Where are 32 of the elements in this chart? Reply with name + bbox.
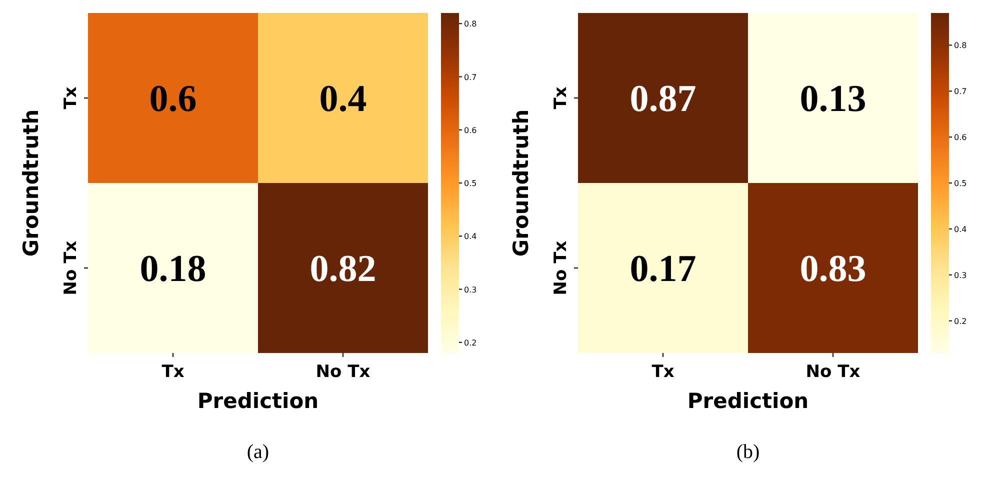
data-label: 0.4 xyxy=(319,78,367,120)
x-tick-label: Tx xyxy=(162,362,184,382)
color-bar-label: 0.6 xyxy=(464,126,477,135)
x-tick-label: No Tx xyxy=(316,362,370,382)
text: (b) xyxy=(736,441,760,463)
data-label: 0.87 xyxy=(630,78,696,120)
data-label: 0.13 xyxy=(800,78,866,120)
color-bar-label: 0.6 xyxy=(954,133,967,142)
color-bar-label: 0.4 xyxy=(954,224,967,234)
color-bar-label: 0.7 xyxy=(954,87,967,96)
data-label: 0.17 xyxy=(630,248,696,290)
y-axis-title: Groundtruth xyxy=(19,109,43,257)
color-bar-label: 0.4 xyxy=(464,232,477,242)
color-bar-label: 0.5 xyxy=(954,179,967,188)
color-bar-label: 0.5 xyxy=(464,179,477,188)
color-bar-label: 0.8 xyxy=(954,41,967,50)
color-bar-label: 0.2 xyxy=(954,316,967,326)
x-tick-label: Tx xyxy=(652,362,674,382)
data-label: 0.82 xyxy=(310,248,376,290)
data-label: 0.83 xyxy=(800,248,866,290)
color-bar-label: 0.7 xyxy=(464,72,477,82)
y-axis-title: Groundtruth xyxy=(509,109,533,257)
color-bar-label: 0.3 xyxy=(464,285,477,294)
x-axis-title: Prediction xyxy=(687,389,809,413)
color-bar-label: 0.8 xyxy=(464,20,477,29)
color-bar-label: 0.2 xyxy=(464,338,477,348)
data-label: 0.6 xyxy=(149,78,197,120)
data-label: 0.18 xyxy=(140,248,206,290)
x-axis-title: Prediction xyxy=(197,389,319,413)
text: (a) xyxy=(246,441,270,463)
x-tick-label: No Tx xyxy=(806,362,860,382)
color-bar-label: 0.3 xyxy=(954,270,967,280)
